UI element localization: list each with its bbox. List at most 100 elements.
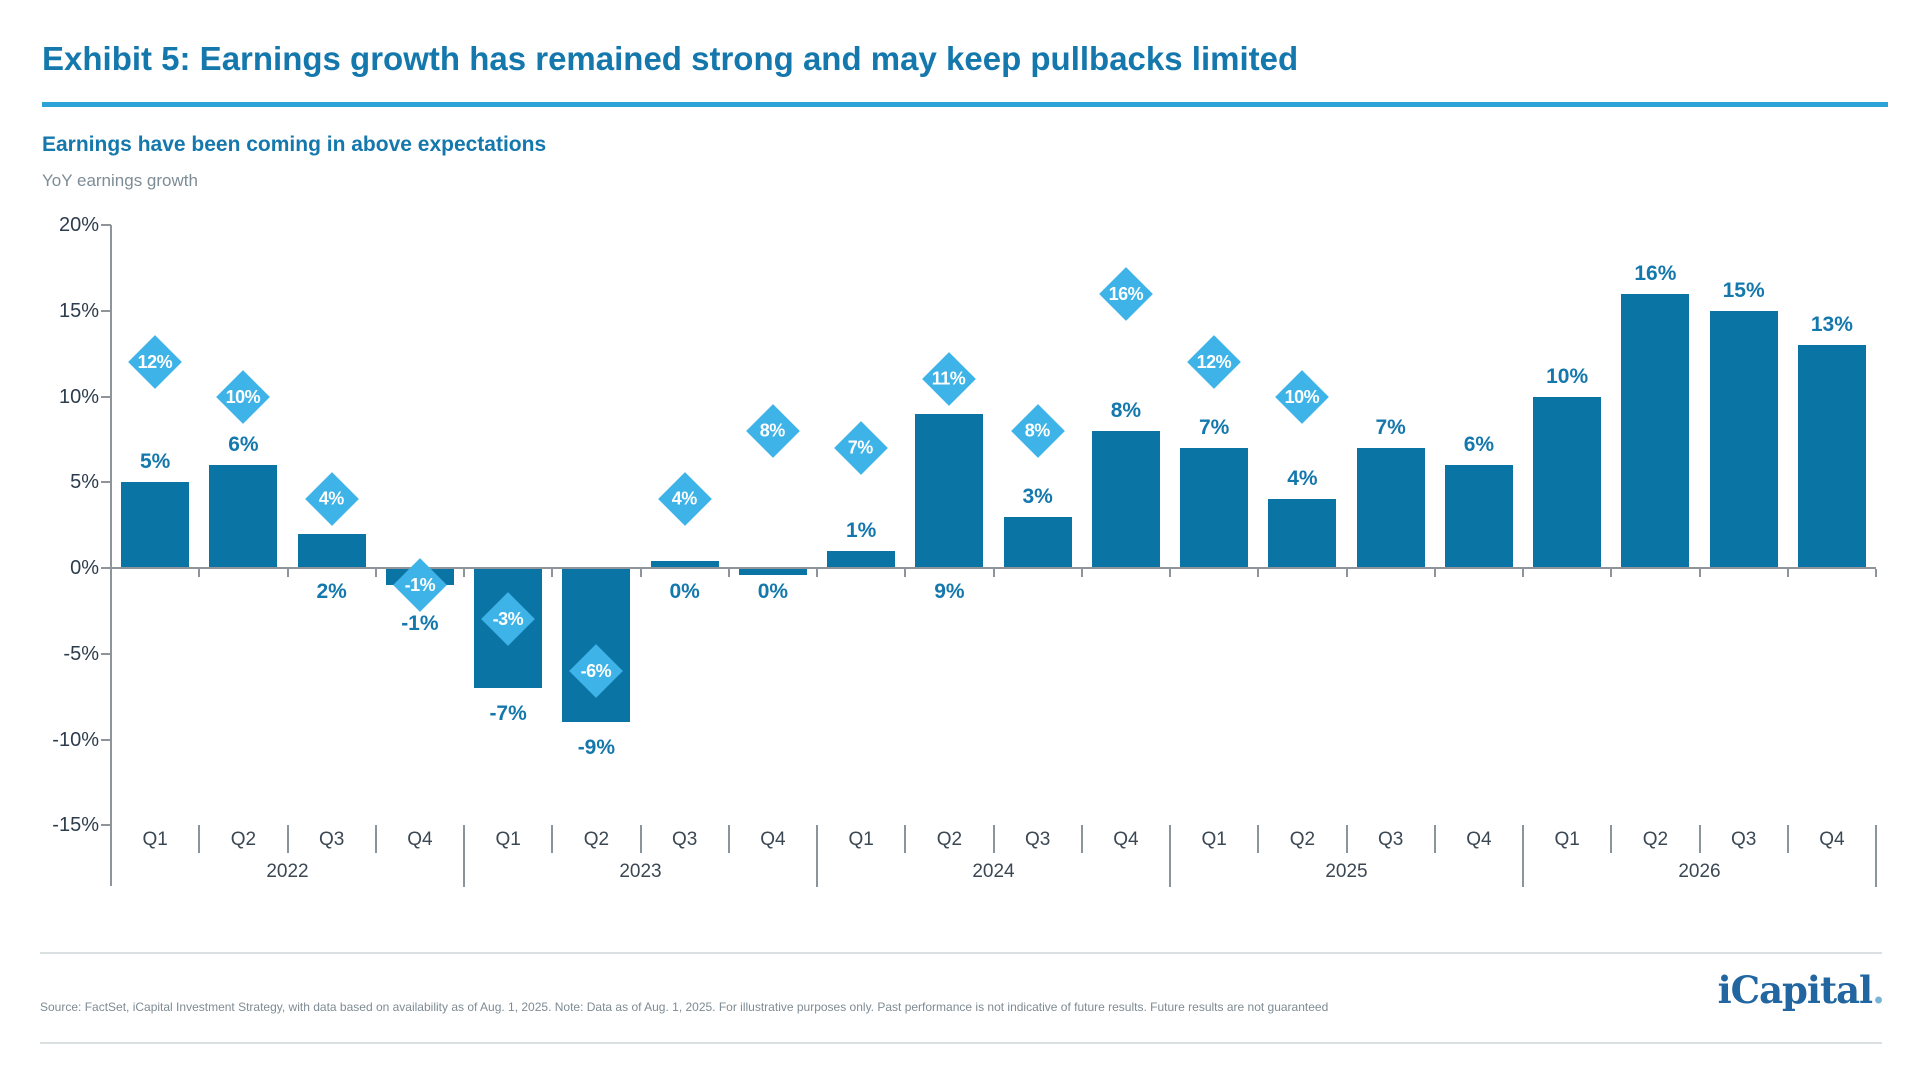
quarter-label: Q3 [1024, 829, 1051, 850]
quarter-label: Q1 [1554, 829, 1580, 850]
diamond-value-label: 11% [932, 368, 967, 389]
baseline-tick [463, 569, 465, 577]
estimate-diamond-2023-Q3: 4% [657, 472, 712, 527]
bar-value-label: 5% [139, 450, 171, 474]
quarter-label: Q1 [1201, 829, 1227, 850]
bar-2026-Q3 [1709, 310, 1778, 568]
year-label: 2024 [972, 861, 1015, 882]
baseline-tick [374, 569, 377, 577]
baseline-tick [816, 569, 818, 577]
quarter-label: Q4 [407, 829, 433, 850]
estimate-diamond-2022-Q1: 12% [128, 335, 182, 390]
diamond-value-label: 8% [1025, 420, 1051, 441]
y-axis-line [110, 225, 112, 886]
baseline-tick [551, 569, 554, 577]
icapital-logo-period: . [1872, 968, 1885, 1012]
bar-value-label: 15% [1722, 278, 1765, 302]
bar-2022-Q1 [121, 482, 190, 568]
quarter-label: Q2 [1642, 829, 1669, 850]
year-separator [1169, 825, 1171, 887]
bar-value-label: 7% [1375, 415, 1406, 439]
estimate-diamond-2024-Q3: 8% [1010, 403, 1065, 458]
y-axis-tick [101, 224, 111, 226]
estimate-diamond-2024-Q1: 7% [834, 421, 888, 475]
footer-divider-bottom [40, 1042, 1882, 1044]
bar-value-label: 6% [228, 433, 259, 457]
baseline-tick [1522, 569, 1524, 577]
diamond-value-label: -3% [492, 608, 524, 629]
quarter-label: Q2 [230, 829, 257, 850]
bar-2026-Q4 [1797, 345, 1866, 568]
bar-value-label: -9% [577, 736, 616, 760]
baseline-tick [1433, 569, 1436, 577]
bar-value-label: 13% [1810, 313, 1853, 337]
quarter-label: Q1 [495, 829, 521, 850]
bar-value-label: -1% [401, 612, 439, 636]
bar-value-label: 9% [934, 580, 965, 603]
y-axis-tick [101, 395, 111, 398]
estimate-diamond-2024-Q2: 11% [922, 352, 977, 407]
year-separator [816, 825, 818, 887]
diamond-value-label: 4% [319, 488, 345, 509]
quarter-separator [198, 825, 201, 853]
y-tick-label: 5% [70, 471, 99, 494]
y-tick-label: 10% [58, 385, 99, 408]
y-axis-tick [101, 567, 111, 569]
bar-value-label: 7% [1198, 415, 1230, 439]
y-tick-label: -15% [52, 814, 99, 837]
icapital-logo-text: iCapital [1717, 968, 1874, 1012]
title-underline-rule [42, 102, 1888, 107]
estimate-diamond-2022-Q3: 4% [304, 472, 359, 527]
bar-2025-Q3 [1356, 447, 1425, 568]
icapital-logo: iCapital. [1690, 968, 1885, 1012]
quarter-separator [1698, 825, 1701, 853]
quarter-label: Q1 [142, 829, 168, 850]
quarter-label: Q2 [583, 829, 610, 850]
quarter-label: Q2 [1289, 829, 1316, 850]
bar-2026-Q2 [1621, 293, 1690, 568]
bar-2024-Q1 [827, 550, 896, 568]
year-separator [1875, 825, 1877, 887]
y-tick-label: -10% [52, 728, 99, 751]
baseline-tick [198, 569, 201, 577]
bar-value-label: -7% [489, 702, 527, 726]
quarter-separator [992, 825, 995, 853]
bar-2025-Q4 [1444, 465, 1513, 568]
quarter-separator [1433, 825, 1436, 853]
bar-value-label: 1% [845, 518, 877, 542]
year-label: 2023 [619, 861, 662, 882]
bar-2024-Q2 [915, 413, 984, 568]
estimate-diamond-2022-Q2: 10% [216, 369, 271, 424]
quarter-separator [551, 825, 554, 853]
quarter-separator [1257, 825, 1260, 853]
page-title: Exhibit 5: Earnings growth has remained … [42, 40, 1299, 77]
quarter-label: Q3 [1730, 829, 1757, 850]
y-tick-label: -5% [63, 642, 99, 665]
bar-2022-Q3 [297, 533, 366, 568]
quarter-separator [1786, 825, 1789, 853]
baseline-tick [1080, 569, 1083, 577]
bar-value-label: 2% [316, 580, 347, 603]
quarter-label: Q4 [760, 829, 786, 850]
bar-value-label: 6% [1463, 433, 1495, 457]
estimate-diamond-2025-Q2: 10% [1275, 369, 1330, 424]
quarter-separator [639, 825, 642, 853]
bar-2025-Q1 [1180, 447, 1249, 568]
footer-source-note: Source: FactSet, iCapital Investment Str… [40, 1000, 1329, 1014]
diamond-value-label: 10% [1285, 386, 1320, 406]
bar-value-label: 0% [757, 580, 789, 603]
y-axis-tick [101, 309, 111, 312]
diamond-value-label: -1% [404, 574, 436, 595]
diamond-value-label: 7% [848, 437, 874, 458]
y-axis-tick [101, 738, 111, 741]
baseline-tick [286, 569, 289, 577]
year-separator [463, 825, 465, 887]
quarter-separator [1610, 825, 1613, 853]
quarter-label: Q3 [318, 829, 345, 850]
y-tick-label: 15% [58, 299, 99, 322]
diamond-value-label: -6% [581, 660, 612, 681]
baseline-tick [1698, 569, 1701, 577]
x-baseline [111, 567, 1876, 569]
baseline-tick [1345, 569, 1348, 577]
